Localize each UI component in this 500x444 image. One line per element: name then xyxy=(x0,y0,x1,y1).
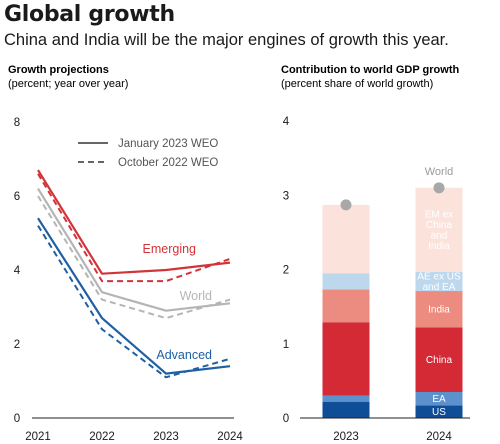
bar-segment-ae-ex-us-and-ea-2023 xyxy=(322,273,370,290)
bar-segment-china-2024 xyxy=(415,327,463,393)
advanced-january-2023-line xyxy=(37,217,231,375)
bar-segment-us-2024 xyxy=(415,405,463,418)
world-october-2022-line xyxy=(37,195,231,320)
right-panel-title: Contribution to world GDP growth xyxy=(281,64,459,76)
x-tick-label: 2021 xyxy=(25,431,51,443)
bar-segment-label-ae-ex-us-and-ea: AE ex US and EA xyxy=(417,272,461,294)
bar-segment-us-2023 xyxy=(322,401,370,418)
left-panel-title: Growth projections xyxy=(8,64,109,76)
bar-segment-em-ex-china-and-india-2023 xyxy=(322,204,370,274)
bar-segment-label-china: China xyxy=(426,355,453,366)
bar-segment-label-ea: EA xyxy=(432,394,446,405)
y-tick-label: 2 xyxy=(283,265,289,277)
y-tick-label: 2 xyxy=(14,339,20,351)
bar-segment-em-ex-china-and-india-2024 xyxy=(415,187,463,272)
legend-label: January 2023 WEO xyxy=(118,138,218,150)
y-tick-label: 1 xyxy=(283,339,289,351)
emerging-series-label: Emerging xyxy=(143,242,197,256)
x-tick-label: 2024 xyxy=(426,431,452,443)
bar-segment-label-em-ex-china-and-india: EM ex China and India xyxy=(425,210,453,253)
bar-segment-label-india: India xyxy=(428,305,450,316)
world-january-2023-line xyxy=(37,188,231,312)
x-tick-label: 2023 xyxy=(153,431,179,443)
emerging-january-2023-line xyxy=(37,169,231,275)
advanced-series-label: Advanced xyxy=(156,348,212,362)
y-tick-label: 4 xyxy=(283,116,290,128)
world-series-label: World xyxy=(180,289,212,303)
right-panel-subtitle: (percent share of world growth) xyxy=(281,78,433,90)
y-tick-label: 8 xyxy=(14,117,20,129)
y-tick-label: 3 xyxy=(283,190,289,202)
world-marker-2024 xyxy=(433,182,445,194)
advanced-october-2022-line xyxy=(37,225,231,379)
chart-title: Global growth xyxy=(4,2,175,27)
bar-segment-china-2023 xyxy=(322,322,370,396)
bar-segment-india-2023 xyxy=(322,289,370,323)
emerging-october-2022-line xyxy=(37,173,231,283)
bar-segment-ea-2024 xyxy=(415,392,463,406)
bar-segment-ea-2023 xyxy=(322,395,370,402)
world-marker-2023 xyxy=(340,199,352,211)
x-tick-label: 2023 xyxy=(333,431,359,443)
x-tick-label: 2022 xyxy=(89,431,115,443)
y-tick-label: 0 xyxy=(283,413,289,425)
y-tick-label: 6 xyxy=(14,191,20,203)
growth-projections-plot: 0 2 4 6 8 2021 2022 2023 2024 January 2023 WEO Oct… xyxy=(14,117,244,443)
y-tick-label: 4 xyxy=(14,265,21,277)
contribution-plot: 0 1 2 3 4 2023 2024 US EA China India AE ex US and E… xyxy=(283,116,470,443)
y-tick-label: 0 xyxy=(14,413,20,425)
left-panel-subtitle: (percent; year over year) xyxy=(8,78,128,90)
bar-segment-ae-ex-us-and-ea-2024 xyxy=(415,271,463,292)
x-tick-label: 2024 xyxy=(217,431,243,443)
bar-segment-india-2024 xyxy=(415,291,463,328)
bar-segment-label-us: US xyxy=(432,407,446,418)
world-marker-label: World xyxy=(425,166,454,178)
legend-label: October 2022 WEO xyxy=(118,157,218,169)
chart-subtitle: China and India will be the major engine… xyxy=(4,31,449,49)
